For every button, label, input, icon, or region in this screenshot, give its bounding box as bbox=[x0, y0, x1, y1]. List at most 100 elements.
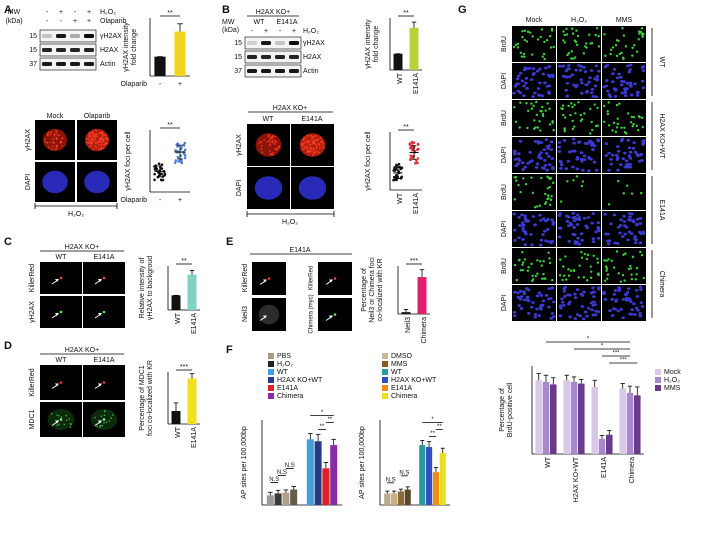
dot bbox=[410, 140, 414, 144]
focus bbox=[59, 418, 63, 421]
focus bbox=[315, 139, 318, 141]
cell bbox=[610, 314, 615, 317]
cell bbox=[612, 213, 617, 217]
sign: + bbox=[87, 9, 91, 16]
focus bbox=[274, 135, 277, 138]
row-label: BrdU bbox=[501, 110, 508, 126]
cell bbox=[529, 78, 534, 82]
cell bbox=[544, 109, 547, 112]
dot bbox=[411, 148, 414, 152]
significance-label: ** bbox=[437, 424, 442, 430]
focus bbox=[275, 141, 277, 144]
bar bbox=[171, 295, 181, 310]
cell bbox=[573, 317, 578, 320]
row-label: KillerRed bbox=[242, 264, 249, 293]
blot-band bbox=[247, 41, 257, 45]
footer-label: H₂O₂ bbox=[282, 219, 298, 226]
bar bbox=[598, 438, 606, 454]
focus bbox=[311, 149, 314, 152]
genotype-label: WT bbox=[254, 19, 266, 26]
blot-band bbox=[56, 34, 66, 38]
cell bbox=[590, 141, 595, 145]
y-axis-label: Neil3 or Chimera foci bbox=[369, 257, 376, 323]
cell bbox=[582, 290, 586, 294]
arrow-head bbox=[55, 420, 59, 424]
cell bbox=[609, 162, 614, 166]
cell bbox=[641, 69, 646, 73]
cell bbox=[550, 312, 555, 315]
cell bbox=[571, 211, 576, 215]
focus bbox=[312, 141, 315, 144]
cell bbox=[611, 72, 615, 76]
focus bbox=[94, 135, 96, 137]
focus bbox=[90, 137, 93, 139]
cell bbox=[573, 292, 577, 296]
header-label: H2AX KO+ bbox=[65, 244, 99, 251]
focus bbox=[70, 423, 72, 425]
significance-label: * bbox=[431, 417, 434, 423]
panel-letter: F bbox=[226, 344, 233, 356]
cell bbox=[585, 46, 588, 49]
cell bbox=[562, 274, 566, 277]
cell bbox=[641, 35, 644, 39]
cell bbox=[596, 221, 601, 225]
micrograph bbox=[247, 167, 290, 209]
cell bbox=[519, 190, 522, 194]
cell bbox=[514, 120, 518, 124]
row-label: DAPI bbox=[501, 221, 508, 237]
significance-label: N.S bbox=[399, 470, 409, 476]
focus bbox=[309, 143, 312, 146]
cell bbox=[626, 238, 630, 242]
focus bbox=[91, 132, 94, 135]
blot-band bbox=[261, 41, 271, 45]
cell bbox=[546, 194, 550, 197]
cell bbox=[541, 105, 544, 109]
legend-swatch bbox=[268, 353, 274, 359]
band-label: Actin bbox=[303, 68, 319, 75]
cell bbox=[560, 107, 563, 110]
focus bbox=[101, 425, 103, 427]
focus bbox=[272, 151, 275, 154]
cell bbox=[539, 218, 543, 222]
cell bbox=[567, 104, 570, 108]
bar bbox=[417, 277, 427, 314]
blot-band bbox=[275, 41, 285, 45]
cell bbox=[522, 261, 525, 264]
legend-swatch bbox=[268, 393, 274, 399]
focus bbox=[302, 144, 304, 147]
cell bbox=[590, 221, 594, 225]
cell bbox=[540, 264, 543, 267]
cell bbox=[536, 126, 540, 129]
cell bbox=[551, 315, 556, 318]
x-axis-label: Olaparib bbox=[121, 81, 148, 88]
focus bbox=[319, 147, 321, 150]
focus bbox=[100, 147, 103, 149]
cell bbox=[577, 242, 582, 246]
micrograph-bg bbox=[602, 248, 646, 284]
cell bbox=[633, 235, 637, 238]
cell bbox=[575, 288, 580, 291]
cell bbox=[536, 38, 540, 41]
cell bbox=[562, 30, 565, 33]
focus bbox=[321, 141, 323, 143]
cell bbox=[627, 154, 632, 158]
focus bbox=[310, 134, 313, 137]
column-label: E141A bbox=[93, 254, 114, 261]
cell bbox=[569, 269, 573, 272]
cell bbox=[536, 259, 539, 262]
cell bbox=[617, 179, 620, 183]
legend-label: WT bbox=[277, 369, 289, 376]
cell bbox=[639, 152, 644, 156]
legend-label: E141A bbox=[391, 385, 412, 392]
nucleus bbox=[298, 176, 327, 200]
dot bbox=[176, 144, 179, 148]
cell bbox=[558, 226, 563, 230]
micrograph bbox=[247, 124, 290, 166]
cell bbox=[632, 302, 636, 306]
focus bbox=[101, 135, 104, 138]
cell bbox=[614, 130, 618, 134]
legend-swatch bbox=[655, 385, 661, 391]
cell bbox=[540, 94, 545, 98]
cell bbox=[615, 126, 619, 129]
cell bbox=[623, 232, 627, 236]
